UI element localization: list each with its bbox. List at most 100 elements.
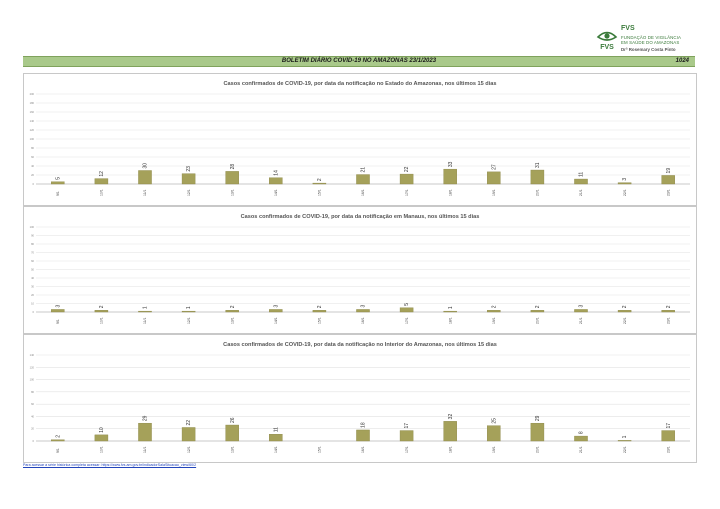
x-tick-label: 19/1 [492, 189, 496, 196]
x-tick-label: 19/1 [492, 317, 496, 324]
y-tick-label: 60 [31, 155, 34, 159]
data-label: 2 [666, 305, 672, 308]
logo-title: FVS [621, 25, 635, 32]
bulletin-number: 1024 [675, 58, 689, 64]
data-label: 1 [448, 306, 454, 309]
data-label: 10 [99, 427, 105, 433]
bar [356, 309, 370, 313]
data-label: 2 [622, 305, 628, 308]
y-tick-label: 10 [31, 302, 34, 306]
bar [487, 425, 501, 442]
data-label: 3 [579, 304, 585, 307]
fvs-eye-icon: FVS [596, 31, 618, 51]
y-tick-label: 100 [30, 225, 35, 229]
bar [530, 310, 545, 313]
bar [51, 309, 65, 313]
bar [138, 170, 152, 185]
bar [94, 178, 109, 185]
x-tick-label: 9/1 [56, 319, 60, 324]
series-history-link[interactable]: Para acessar a série histórica completa … [23, 463, 197, 467]
x-tick-label: 16/1 [361, 189, 365, 196]
data-label: 31 [535, 162, 541, 168]
data-label: 2 [317, 305, 323, 308]
y-tick-label: 90 [31, 234, 34, 238]
x-tick-label: 11/1 [143, 318, 147, 324]
x-tick-label: 18/1 [448, 189, 452, 196]
x-tick-label: 20/1 [536, 189, 540, 196]
data-label: 32 [448, 414, 454, 420]
chart-title: Casos confirmados de COVID-19, por data … [223, 342, 497, 348]
chart-manaus: Casos confirmados de COVID-19, por data … [30, 214, 690, 324]
y-tick-label: 0 [33, 182, 35, 186]
bar [356, 174, 370, 185]
bar [530, 169, 545, 185]
data-label: 11 [273, 427, 279, 432]
bar [356, 429, 370, 442]
data-label: 8 [579, 431, 585, 434]
data-label: 17 [404, 423, 410, 429]
y-tick-label: 160 [30, 110, 35, 114]
bar [181, 310, 196, 313]
bar [138, 422, 152, 442]
y-tick-label: 60 [31, 402, 34, 406]
y-tick-label: 120 [30, 365, 35, 369]
y-tick-label: 20 [31, 293, 34, 297]
x-tick-label: 21/1 [579, 189, 583, 196]
bar [530, 422, 545, 442]
y-tick-label: 180 [30, 101, 35, 105]
bar [617, 310, 632, 313]
bar [181, 427, 196, 442]
x-tick-label: 15/1 [318, 189, 322, 196]
bar [138, 310, 152, 313]
bar [312, 310, 327, 313]
y-tick-label: 40 [31, 164, 34, 168]
chart-panel-state: Casos confirmados de COVID-19, por data … [23, 73, 697, 206]
y-tick-label: 140 [30, 119, 35, 123]
x-tick-label: 20/1 [536, 446, 540, 453]
x-tick-label: 17/1 [405, 317, 409, 324]
bar [51, 181, 65, 185]
bar [661, 310, 675, 313]
y-tick-label: 80 [31, 146, 34, 150]
x-tick-label: 11/1 [143, 447, 147, 453]
bar [574, 309, 588, 313]
x-tick-label: 18/1 [448, 446, 452, 453]
bar [617, 182, 632, 185]
data-label: 22 [404, 166, 410, 172]
bar [269, 434, 283, 442]
x-tick-label: 12/1 [187, 317, 191, 324]
logo-subtitle-line1: FUNDAÇÃO DE VIGILÂNCIA [621, 35, 682, 40]
data-label: 3 [55, 304, 61, 307]
data-label: 18 [361, 422, 367, 428]
bar [225, 310, 239, 313]
data-label: 17 [666, 423, 672, 429]
y-tick-label: 80 [31, 390, 34, 394]
bar [443, 168, 457, 185]
bar [269, 309, 283, 313]
bulletin-title: BOLETIM DIÁRIO COVID-19 NO AMAZONAS 23/1… [281, 58, 437, 64]
bar [225, 171, 239, 185]
data-label: 1 [143, 306, 149, 309]
bar [661, 175, 675, 185]
bar [487, 171, 501, 185]
x-tick-label: 23/1 [666, 317, 670, 324]
data-label: 14 [273, 170, 279, 176]
bar [269, 177, 283, 185]
chart-panel-interior: Casos confirmados de COVID-19, por data … [23, 334, 697, 463]
x-tick-label: 23/1 [666, 189, 670, 196]
y-tick-label: 0 [33, 439, 35, 443]
chart-title: Casos confirmados de COVID-19, por data … [241, 214, 480, 220]
data-label: 12 [99, 171, 105, 177]
chart-panel-manaus: Casos confirmados de COVID-19, por data … [23, 206, 697, 334]
bar [94, 310, 109, 313]
data-label: 23 [186, 166, 192, 172]
y-tick-label: 40 [31, 414, 34, 418]
x-tick-label: 9/1 [56, 448, 60, 453]
y-tick-label: 200 [30, 92, 35, 96]
bar [312, 182, 327, 185]
logo-director: Drª Rosemary Costa Pinto [621, 47, 676, 52]
bar [399, 307, 414, 313]
data-label: 29 [535, 415, 541, 421]
data-label: 29 [143, 415, 149, 421]
x-tick-label: 15/1 [318, 446, 322, 453]
